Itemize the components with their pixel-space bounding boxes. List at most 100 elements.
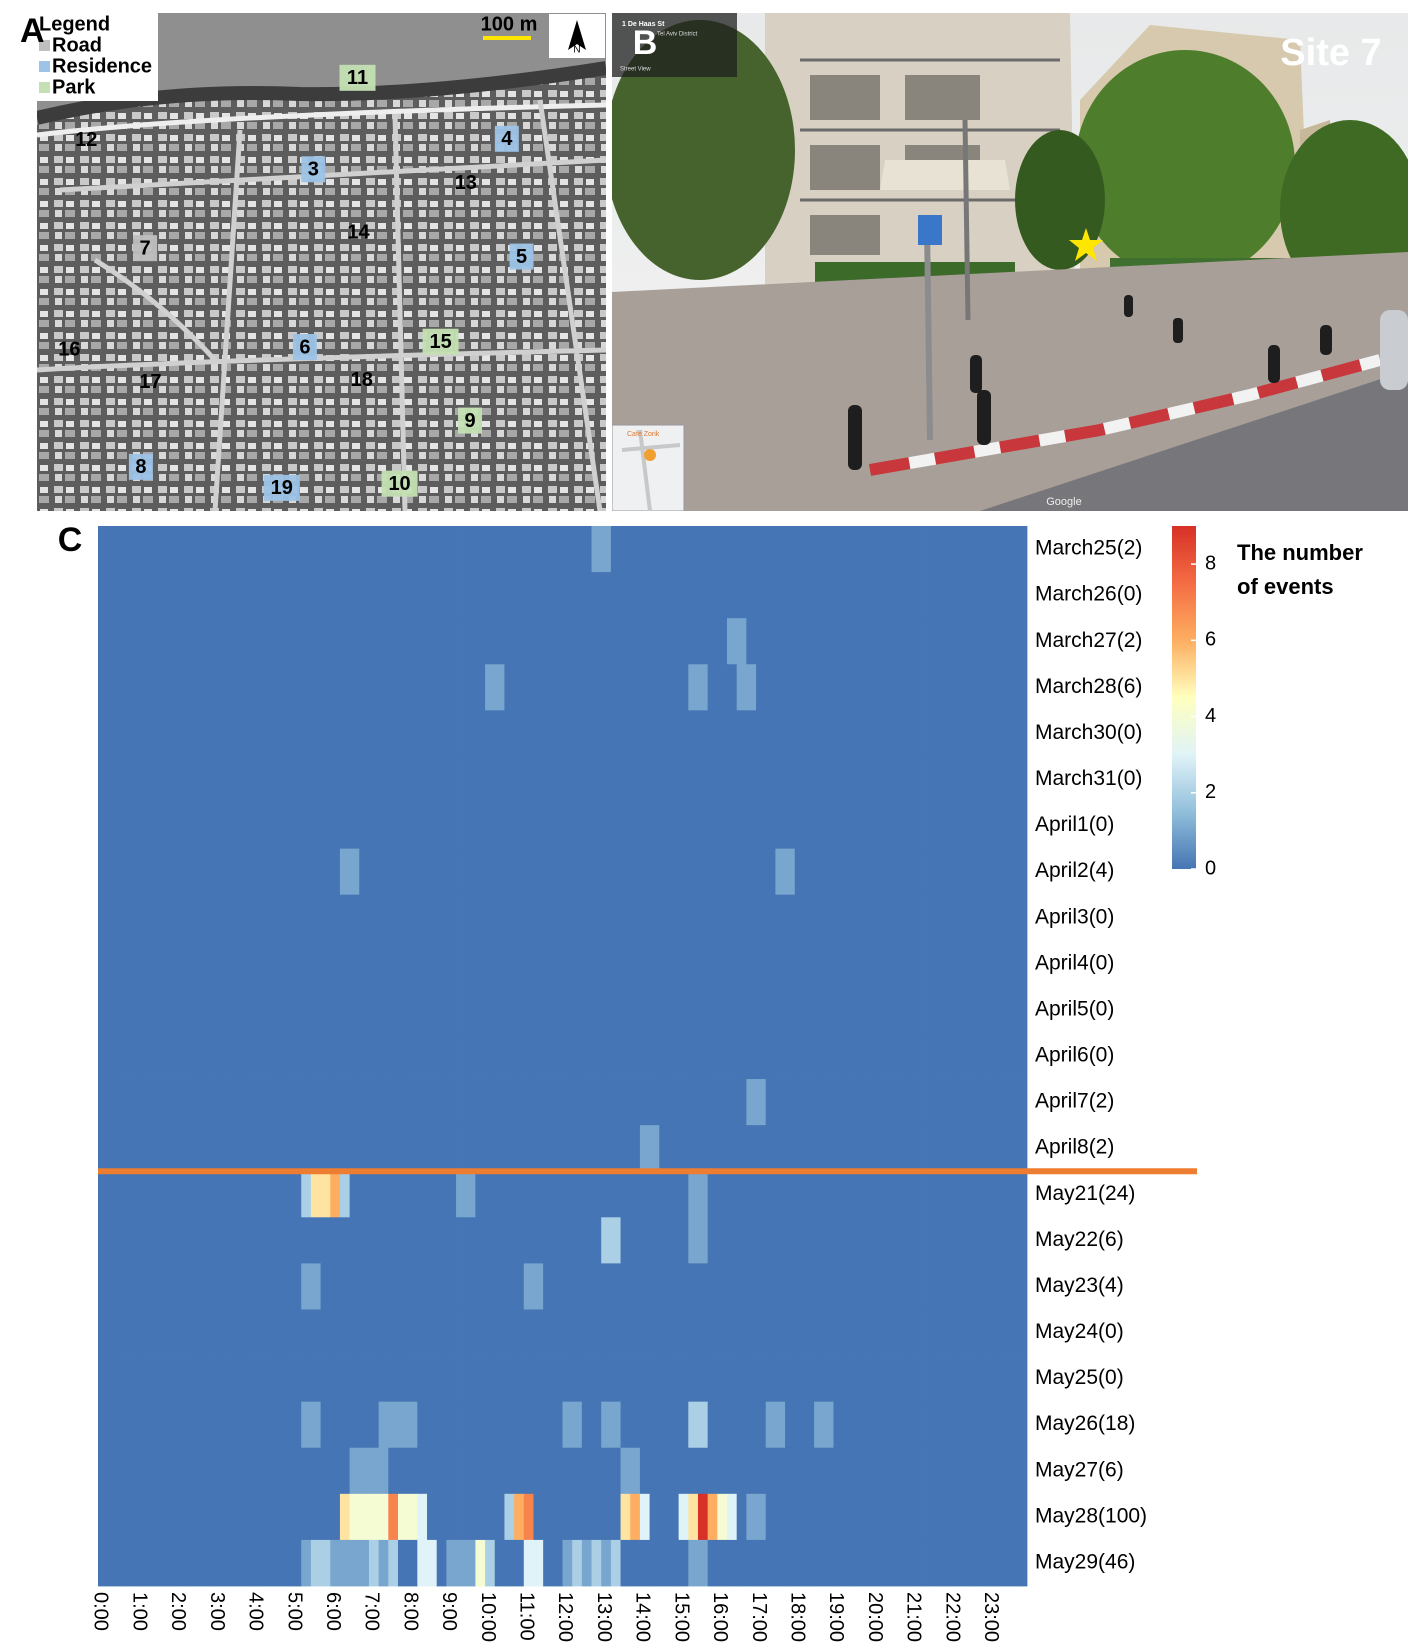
heat-cell (794, 1079, 805, 1126)
heat-cell (349, 1263, 360, 1310)
heat-cell (920, 940, 931, 988)
heat-cell (649, 1539, 660, 1587)
heat-cell (804, 1079, 815, 1126)
heat-cell (872, 664, 883, 711)
heat-cell (127, 1539, 138, 1587)
heat-cell (262, 664, 273, 711)
heat-cell (194, 986, 205, 1034)
heat-cell (175, 710, 186, 757)
heat-cell (988, 572, 999, 619)
heat-cell (891, 1217, 902, 1264)
heat-cell (378, 894, 389, 942)
heat-cell (610, 1032, 621, 1080)
heat-cell (1017, 1079, 1028, 1126)
heat-cell (814, 1171, 825, 1218)
heat-cell (98, 1217, 109, 1264)
heat-cell (697, 1493, 709, 1541)
heat-cell (572, 1447, 583, 1495)
heat-cell (456, 848, 467, 896)
heat-cell (388, 664, 399, 711)
heat-cell (504, 1447, 515, 1495)
heat-cell (920, 802, 931, 850)
heat-cell (281, 756, 292, 803)
row-label: March30(0) (1035, 721, 1142, 744)
heat-cell (881, 710, 892, 757)
heat-cell (272, 1539, 283, 1587)
heat-cell (146, 1355, 157, 1403)
heat-cell (446, 756, 457, 803)
heat-cell (823, 848, 834, 896)
heat-cell (601, 986, 612, 1034)
heat-cell (785, 1032, 796, 1080)
heat-cell (514, 756, 525, 803)
heat-cell (707, 526, 718, 573)
heat-cell (485, 1171, 496, 1218)
heat-cell (959, 1032, 970, 1080)
heat-cell (756, 1355, 767, 1403)
heat-cell (601, 940, 612, 988)
heat-cell (475, 894, 486, 942)
heat-cell (562, 1493, 573, 1541)
row-label: May21(24) (1035, 1182, 1135, 1205)
heat-cell (223, 1171, 234, 1218)
heat-cell (968, 802, 980, 850)
heat-cell (688, 526, 699, 573)
heat-cell (165, 1355, 176, 1403)
heat-cell (175, 572, 186, 619)
heat-cell (417, 986, 428, 1034)
heat-cell (456, 1447, 467, 1495)
heat-cell (775, 802, 786, 850)
heat-cell (446, 1032, 457, 1080)
heat-cell (204, 1217, 215, 1264)
heat-cell (533, 710, 544, 757)
heat-cell (910, 986, 921, 1034)
heat-cell (436, 802, 447, 850)
heat-cell (988, 1032, 999, 1080)
heat-cell (543, 1079, 554, 1126)
heat-cell (620, 572, 631, 619)
heat-cell (281, 1401, 292, 1449)
heat-cell (610, 1539, 621, 1587)
heat-cell (523, 986, 534, 1034)
site-marker (494, 125, 519, 152)
heat-cell (659, 1263, 670, 1310)
heat-cell (175, 664, 186, 711)
site-marker (263, 474, 300, 501)
heat-cell (339, 1447, 351, 1495)
heat-cell (388, 1171, 399, 1218)
heat-cell (533, 1355, 544, 1403)
heat-cell (281, 1539, 292, 1587)
heat-cell (833, 756, 844, 803)
heat-cell (881, 526, 892, 573)
heat-cell (736, 1217, 747, 1264)
heat-cell (814, 1032, 825, 1080)
x-tick-label: 22:00 (941, 1592, 963, 1642)
heat-cell (378, 756, 389, 803)
heat-cell (668, 664, 680, 711)
heat-cell (717, 1401, 728, 1449)
heat-cell (436, 1263, 447, 1310)
heat-cell (301, 1079, 312, 1126)
heat-cell (194, 1032, 205, 1080)
heat-cell (930, 1447, 941, 1495)
heat-cell (1017, 894, 1028, 942)
heat-cell (736, 940, 747, 988)
heat-cell (301, 618, 312, 665)
heat-cell (581, 1171, 592, 1218)
heat-cell (456, 1539, 467, 1587)
heat-cell (736, 1539, 747, 1587)
heat-cell (591, 1355, 602, 1403)
heat-cell (668, 1447, 680, 1495)
heat-cell (746, 572, 757, 619)
heat-cell (252, 848, 263, 896)
heat-cell (494, 1539, 505, 1587)
heat-cell (939, 572, 950, 619)
heat-cell (368, 664, 380, 711)
heat-cell (881, 940, 892, 988)
heat-cell (107, 618, 118, 665)
heat-cell (901, 1263, 912, 1310)
heat-cell (301, 1493, 312, 1541)
heat-cell (804, 526, 815, 573)
heat-cell (959, 1263, 970, 1310)
heat-cell (756, 1263, 767, 1310)
